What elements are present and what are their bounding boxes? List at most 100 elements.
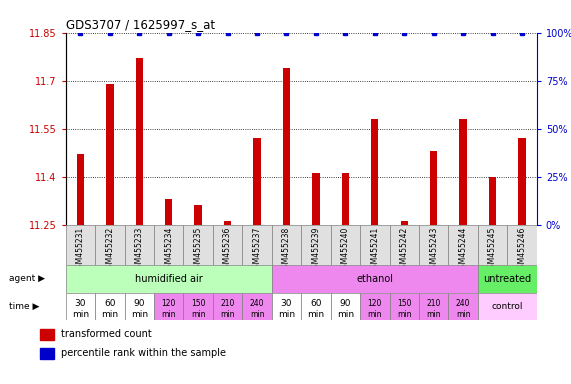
Bar	[478, 225, 507, 265]
Text: min: min	[72, 310, 89, 319]
Bar	[66, 225, 95, 265]
Text: untreated: untreated	[483, 274, 532, 284]
Bar	[401, 222, 408, 225]
Bar	[213, 293, 242, 320]
Bar	[448, 225, 478, 265]
Bar	[165, 199, 172, 225]
Text: min: min	[191, 310, 206, 319]
Bar	[40, 329, 54, 340]
Text: 90: 90	[134, 299, 145, 308]
Text: min: min	[131, 310, 148, 319]
Text: GSM455234: GSM455234	[164, 227, 173, 273]
Bar	[360, 293, 389, 320]
Bar	[419, 293, 448, 320]
Bar	[389, 293, 419, 320]
Bar	[283, 68, 290, 225]
Text: min: min	[250, 310, 264, 319]
Text: GSM455242: GSM455242	[400, 227, 409, 273]
Bar	[331, 293, 360, 320]
Text: percentile rank within the sample: percentile rank within the sample	[61, 348, 226, 358]
Text: min: min	[101, 310, 118, 319]
Bar	[301, 293, 331, 320]
Bar	[224, 222, 231, 225]
Text: transformed count: transformed count	[61, 329, 151, 339]
Text: min: min	[456, 310, 471, 319]
Text: GSM455236: GSM455236	[223, 227, 232, 273]
Text: GSM455231: GSM455231	[76, 227, 85, 273]
Text: min: min	[162, 310, 176, 319]
Bar	[183, 293, 213, 320]
Text: GSM455243: GSM455243	[429, 227, 438, 273]
Text: GSM455241: GSM455241	[371, 227, 379, 273]
Bar	[213, 225, 242, 265]
Bar	[518, 138, 526, 225]
Text: 150: 150	[191, 299, 206, 308]
Text: 120: 120	[368, 299, 382, 308]
Bar	[66, 265, 272, 293]
Text: 240: 240	[250, 299, 264, 308]
Text: GSM455232: GSM455232	[105, 227, 114, 273]
Text: min: min	[337, 310, 354, 319]
Bar	[312, 174, 320, 225]
Text: GSM455244: GSM455244	[459, 227, 468, 273]
Bar	[507, 225, 537, 265]
Bar	[331, 225, 360, 265]
Text: min: min	[220, 310, 235, 319]
Text: 60: 60	[310, 299, 321, 308]
Bar	[124, 225, 154, 265]
Bar	[95, 225, 124, 265]
Bar	[183, 225, 213, 265]
Text: GSM455233: GSM455233	[135, 227, 144, 273]
Text: GSM455237: GSM455237	[252, 227, 262, 273]
Text: 210: 210	[427, 299, 441, 308]
Bar	[272, 265, 478, 293]
Text: GSM455239: GSM455239	[311, 227, 320, 273]
Bar	[489, 177, 496, 225]
Bar	[95, 293, 124, 320]
Bar	[66, 293, 95, 320]
Text: time ▶: time ▶	[9, 302, 39, 311]
Bar	[341, 174, 349, 225]
Text: humidified air: humidified air	[135, 274, 203, 284]
Text: min: min	[368, 310, 382, 319]
Text: 30: 30	[281, 299, 292, 308]
Bar	[478, 265, 537, 293]
Bar	[478, 293, 537, 320]
Bar	[448, 293, 478, 320]
Bar	[272, 293, 301, 320]
Text: GSM455240: GSM455240	[341, 227, 350, 273]
Bar	[40, 348, 54, 359]
Text: min: min	[307, 310, 324, 319]
Text: GSM455245: GSM455245	[488, 227, 497, 273]
Bar	[301, 225, 331, 265]
Bar	[272, 225, 301, 265]
Text: GSM455246: GSM455246	[517, 227, 526, 273]
Bar	[254, 138, 261, 225]
Text: GSM455235: GSM455235	[194, 227, 203, 273]
Bar	[106, 84, 114, 225]
Text: control: control	[492, 302, 523, 311]
Bar	[389, 225, 419, 265]
Bar	[135, 58, 143, 225]
Text: GSM455238: GSM455238	[282, 227, 291, 273]
Bar	[371, 119, 379, 225]
Bar	[77, 154, 84, 225]
Bar	[242, 293, 272, 320]
Bar	[242, 225, 272, 265]
Bar	[124, 293, 154, 320]
Bar	[419, 225, 448, 265]
Text: 90: 90	[340, 299, 351, 308]
Text: min: min	[397, 310, 412, 319]
Text: min: min	[278, 310, 295, 319]
Text: ethanol: ethanol	[356, 274, 393, 284]
Bar	[360, 225, 389, 265]
Bar	[154, 225, 183, 265]
Text: 60: 60	[104, 299, 115, 308]
Text: 30: 30	[75, 299, 86, 308]
Text: 120: 120	[162, 299, 176, 308]
Text: 210: 210	[220, 299, 235, 308]
Bar	[460, 119, 467, 225]
Bar	[195, 205, 202, 225]
Bar	[430, 151, 437, 225]
Bar	[154, 293, 183, 320]
